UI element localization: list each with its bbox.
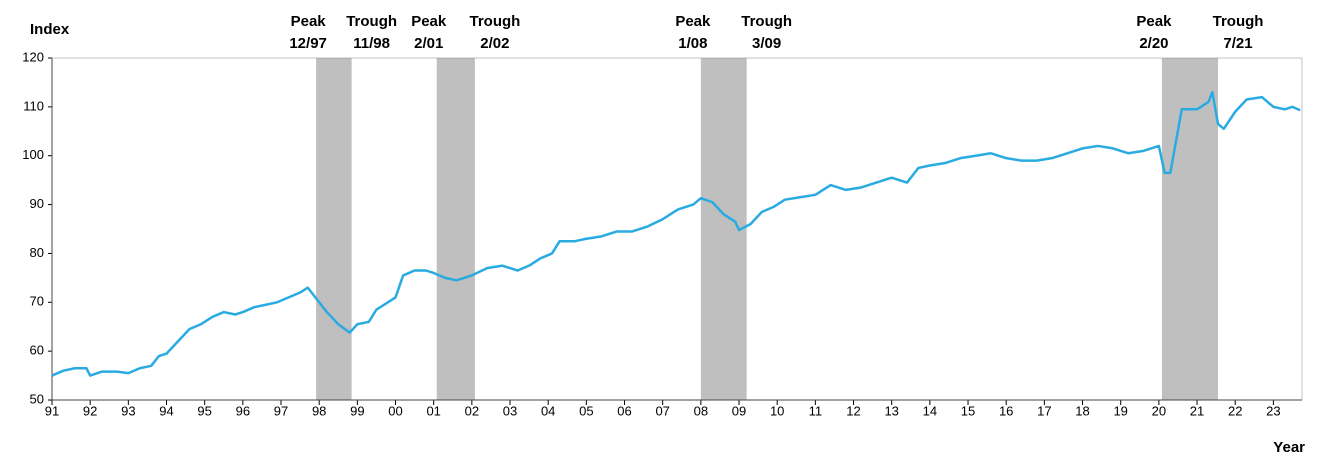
peak-date: 2/01 <box>414 35 443 52</box>
y-tick-label: 70 <box>30 294 44 309</box>
x-tick-label: 99 <box>350 403 364 418</box>
peak-label: Peak <box>1136 13 1172 30</box>
x-axis-label: Year <box>1273 439 1305 456</box>
peak-label: Peak <box>291 13 327 30</box>
x-tick-label: 04 <box>541 403 555 418</box>
peak-date: 12/97 <box>289 35 327 52</box>
x-tick-label: 00 <box>388 403 402 418</box>
x-tick-label: 20 <box>1152 403 1166 418</box>
peak-date: 2/20 <box>1139 35 1168 52</box>
peak-date: 1/08 <box>678 35 707 52</box>
x-tick-label: 16 <box>999 403 1013 418</box>
trough-label: Trough <box>469 13 520 30</box>
x-tick-label: 05 <box>579 403 593 418</box>
plot-frame <box>51 57 1303 401</box>
peak-label: Peak <box>411 13 447 30</box>
y-tick-label: 90 <box>30 196 44 211</box>
x-tick-label: 21 <box>1190 403 1204 418</box>
recession-band <box>436 58 475 400</box>
x-tick-label: 12 <box>846 403 860 418</box>
x-tick-label: 08 <box>694 403 708 418</box>
index-line <box>51 90 1301 377</box>
x-tick-label: 06 <box>617 403 631 418</box>
y-tick-label: 50 <box>30 391 44 406</box>
trough-label: Trough <box>741 13 792 30</box>
y-tick-label: 120 <box>22 49 44 64</box>
x-tick-label: 19 <box>1113 403 1127 418</box>
x-tick-label: 07 <box>655 403 669 418</box>
x-tick-label: 13 <box>884 403 898 418</box>
peak-label: Peak <box>675 13 711 30</box>
x-tick-label: 94 <box>159 403 173 418</box>
x-tick-label: 14 <box>923 403 937 418</box>
trough-label: Trough <box>1213 13 1264 30</box>
y-tick-label: 60 <box>30 343 44 358</box>
x-tick-label: 91 <box>45 403 59 418</box>
trough-date: 11/98 <box>353 35 390 52</box>
x-tick-label: 97 <box>274 403 288 418</box>
x-tick-label: 98 <box>312 403 326 418</box>
x-tick-label: 22 <box>1228 403 1242 418</box>
x-tick-label: 93 <box>121 403 135 418</box>
trough-date: 2/02 <box>480 35 509 52</box>
y-tick-label: 80 <box>30 245 44 260</box>
y-tick-label: 110 <box>23 98 44 113</box>
x-tick-label: 10 <box>770 403 784 418</box>
x-tick-label: 09 <box>732 403 746 418</box>
x-tick-label: 17 <box>1037 403 1051 418</box>
trough-label: Trough <box>346 13 397 30</box>
x-tick-label: 02 <box>465 403 479 418</box>
x-tick-label: 15 <box>961 403 975 418</box>
y-axis-label: Index <box>30 21 70 38</box>
recession-band <box>316 58 352 400</box>
x-tick-label: 18 <box>1075 403 1089 418</box>
x-tick-label: 11 <box>809 403 823 418</box>
trough-date: 3/09 <box>752 35 781 52</box>
x-tick-label: 92 <box>83 403 97 418</box>
y-tick-label: 100 <box>22 147 44 162</box>
recession-band <box>1161 58 1219 400</box>
x-tick-label: 23 <box>1266 403 1280 418</box>
trough-date: 7/21 <box>1223 35 1252 52</box>
x-tick-label: 03 <box>503 403 517 418</box>
x-tick-label: 95 <box>197 403 211 418</box>
x-tick-label: 01 <box>426 403 440 418</box>
x-tick-label: 96 <box>236 403 250 418</box>
